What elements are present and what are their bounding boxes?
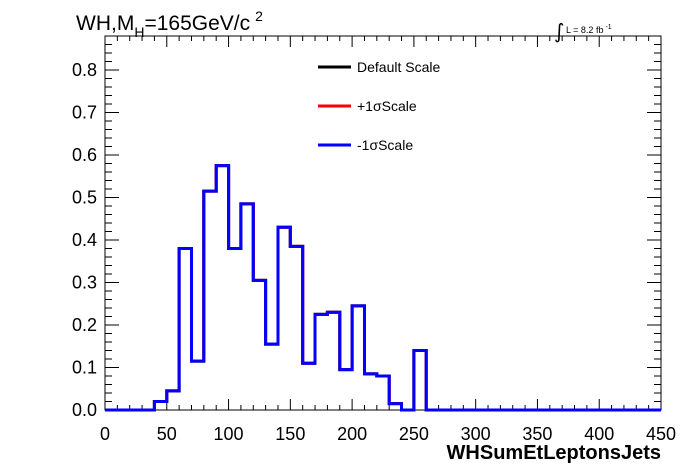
y-tick-label: 0.4: [72, 230, 97, 250]
x-tick-label: 300: [461, 424, 491, 444]
series-group: [105, 164, 661, 412]
y-tick-label: 0.8: [72, 60, 97, 80]
axis-tick-labels: 0 50 100 150 200 250 300 350 400 450 0.0 0.1 0.2 0.3 0…: [72, 60, 676, 444]
y-tick-label: 0.2: [72, 315, 97, 335]
y-tick-label: 0.1: [72, 358, 97, 378]
series-line--1-scale: [105, 164, 661, 412]
x-tick-label: 450: [646, 424, 676, 444]
x-tick-label: 50: [157, 424, 177, 444]
x-tick-label: 150: [275, 424, 305, 444]
x-tick-label: 350: [522, 424, 552, 444]
y-tick-label: 0.3: [72, 273, 97, 293]
y-tick-label: 0.7: [72, 103, 97, 123]
x-tick-label: 100: [214, 424, 244, 444]
series-line--1-scale: [105, 164, 661, 412]
x-tick-label: 250: [399, 424, 429, 444]
series-line-default-scale: [105, 164, 661, 412]
legend-label: +1σScale: [357, 98, 417, 114]
y-tick-label: 0.5: [72, 188, 97, 208]
luminosity-label: ∫ L = 8.2 fb -1: [554, 19, 612, 43]
legend: Default Scale +1σScale -1σScale: [318, 59, 440, 153]
x-tick-label: 200: [337, 424, 367, 444]
legend-label: -1σScale: [357, 137, 413, 153]
integral-symbol: ∫: [554, 19, 564, 43]
y-tick-label: 0.6: [72, 145, 97, 165]
chart-title: WH,MH=165GeV/c 2: [76, 8, 263, 40]
x-tick-label: 400: [584, 424, 614, 444]
axis-ticks: [104, 35, 662, 411]
legend-label: Default Scale: [357, 59, 440, 75]
x-axis-label: WHSumEtLeptonsJets: [447, 442, 661, 464]
luminosity-text: L = 8.2 fb -1: [566, 24, 612, 35]
y-tick-label: 0.0: [72, 400, 97, 420]
plot-frame: [104, 35, 662, 411]
x-tick-label: 0: [100, 424, 110, 444]
